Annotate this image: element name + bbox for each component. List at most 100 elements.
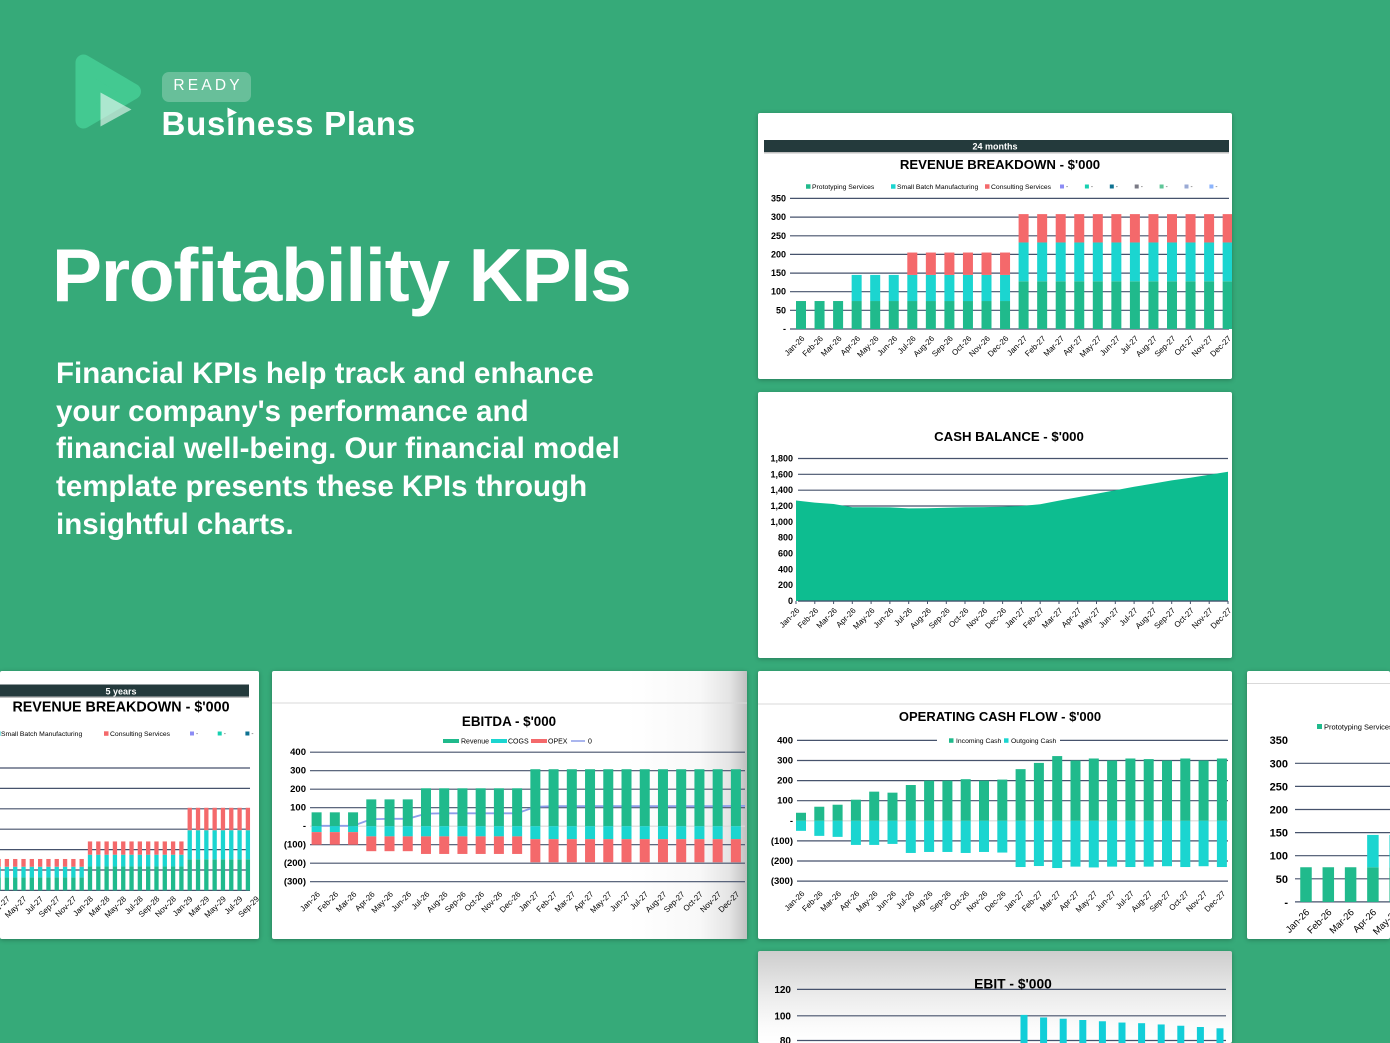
svg-text:100: 100 xyxy=(290,803,306,814)
svg-text:(200): (200) xyxy=(284,858,306,869)
svg-text:Sep-26: Sep-26 xyxy=(927,606,952,631)
svg-text:Jun-27: Jun-27 xyxy=(1097,606,1121,630)
svg-text:1,000: 1,000 xyxy=(770,517,793,527)
svg-text:-: - xyxy=(1116,184,1118,191)
svg-text:Consulting Services: Consulting Services xyxy=(110,731,171,738)
svg-text:300: 300 xyxy=(1270,758,1288,770)
svg-text:Sep-27: Sep-27 xyxy=(1148,889,1173,914)
svg-text:600: 600 xyxy=(778,549,793,559)
svg-text:-: - xyxy=(251,731,253,738)
svg-text:120: 120 xyxy=(774,985,791,996)
svg-text:Revenue: Revenue xyxy=(461,739,489,746)
svg-text:1,600: 1,600 xyxy=(770,469,793,479)
svg-text:REVENUE BREAKDOWN - $'000: REVENUE BREAKDOWN - $'000 xyxy=(900,157,1100,172)
svg-text:250: 250 xyxy=(1270,781,1288,793)
svg-text:(100): (100) xyxy=(284,840,306,851)
svg-text:400: 400 xyxy=(290,747,306,758)
svg-text:Mar-26: Mar-26 xyxy=(819,889,844,914)
svg-text:REVENUE BREAKDOWN - $'000: REVENUE BREAKDOWN - $'000 xyxy=(12,700,229,716)
svg-text:Sep-26: Sep-26 xyxy=(930,334,955,359)
svg-text:50: 50 xyxy=(1276,874,1288,886)
svg-text:400: 400 xyxy=(778,564,793,574)
svg-text:-: - xyxy=(790,816,793,827)
svg-text:150: 150 xyxy=(771,268,786,278)
svg-text:EBITDA - $'000: EBITDA - $'000 xyxy=(462,714,556,729)
svg-text:Mar-27: Mar-27 xyxy=(1040,606,1065,631)
svg-text:-: - xyxy=(224,731,226,738)
svg-text:Jun-26: Jun-26 xyxy=(874,889,898,913)
svg-text:Jun-27: Jun-27 xyxy=(1094,889,1118,913)
svg-text:Mar-27: Mar-27 xyxy=(553,889,578,914)
svg-text:Mar-26: Mar-26 xyxy=(1328,907,1357,936)
svg-text:(200): (200) xyxy=(771,856,793,867)
svg-text:Prototyping Services: Prototyping Services xyxy=(1324,723,1390,732)
svg-text:100: 100 xyxy=(774,1011,791,1022)
svg-text:(100): (100) xyxy=(771,836,793,847)
svg-text:800: 800 xyxy=(778,533,793,543)
svg-text:(300): (300) xyxy=(284,877,306,888)
svg-text:350: 350 xyxy=(771,193,786,203)
svg-text:-: - xyxy=(303,821,306,832)
svg-text:Prototyping Services: Prototyping Services xyxy=(812,184,875,191)
svg-text:250: 250 xyxy=(771,231,786,241)
svg-text:350: 350 xyxy=(1270,735,1288,747)
svg-text:Sep-27: Sep-27 xyxy=(1153,334,1178,359)
svg-text:Mar-26: Mar-26 xyxy=(815,606,840,631)
svg-text:80: 80 xyxy=(780,1036,792,1043)
svg-text:0: 0 xyxy=(588,739,592,746)
svg-text:Dec-26: Dec-26 xyxy=(983,889,1008,914)
svg-text:-: - xyxy=(1091,184,1093,191)
svg-text:-: - xyxy=(1141,184,1143,191)
svg-text:Mar-26: Mar-26 xyxy=(819,334,844,359)
svg-text:-: - xyxy=(1166,184,1168,191)
svg-text:May-27: May-27 xyxy=(1077,606,1103,632)
svg-text:OPEX: OPEX xyxy=(548,739,568,746)
svg-text:Mar-27: Mar-27 xyxy=(1042,334,1067,359)
svg-text:-: - xyxy=(783,324,786,334)
svg-text:5 years: 5 years xyxy=(105,686,136,696)
svg-text:Mar-27: Mar-27 xyxy=(1038,889,1063,914)
svg-text:Incoming Cash: Incoming Cash xyxy=(956,738,1002,745)
svg-text:Jun-27: Jun-27 xyxy=(1098,334,1122,358)
svg-text:Outgoing Cash: Outgoing Cash xyxy=(1011,738,1057,745)
svg-text:Consulting Services: Consulting Services xyxy=(991,184,1052,191)
svg-text:200: 200 xyxy=(778,580,793,590)
svg-text:300: 300 xyxy=(777,756,793,767)
svg-text:-: - xyxy=(1191,184,1193,191)
svg-text:Mar-26: Mar-26 xyxy=(334,889,359,914)
svg-text:24 months: 24 months xyxy=(972,142,1017,152)
svg-text:Dec-27: Dec-27 xyxy=(1203,889,1228,914)
svg-text:Jun-26: Jun-26 xyxy=(872,606,896,630)
svg-text:-: - xyxy=(1284,897,1288,909)
svg-text:(300): (300) xyxy=(771,876,793,887)
svg-text:Small Batch Manufacturing: Small Batch Manufacturing xyxy=(1,731,82,738)
svg-text:Sep-26: Sep-26 xyxy=(928,889,953,914)
svg-text:Jun-26: Jun-26 xyxy=(876,334,900,358)
svg-text:150: 150 xyxy=(1270,828,1288,840)
svg-text:Dec-27: Dec-27 xyxy=(1209,606,1232,631)
svg-text:Dec-26: Dec-26 xyxy=(983,606,1008,631)
svg-text:EBIT - $'000: EBIT - $'000 xyxy=(974,976,1052,991)
svg-text:100: 100 xyxy=(1270,851,1288,863)
svg-text:-: - xyxy=(196,731,198,738)
svg-text:1,200: 1,200 xyxy=(770,501,793,511)
svg-text:May-26: May-26 xyxy=(851,606,877,632)
svg-text:300: 300 xyxy=(290,766,306,777)
svg-text:OPERATING CASH FLOW - $'000: OPERATING CASH FLOW - $'000 xyxy=(899,709,1101,724)
svg-text:Dec-26: Dec-26 xyxy=(498,889,523,914)
svg-text:100: 100 xyxy=(777,796,793,807)
svg-text:200: 200 xyxy=(771,249,786,259)
svg-text:Dec-26: Dec-26 xyxy=(986,334,1011,359)
svg-text:0: 0 xyxy=(788,596,793,606)
svg-text:100: 100 xyxy=(771,287,786,297)
svg-text:-: - xyxy=(1215,184,1217,191)
svg-text:1,400: 1,400 xyxy=(770,485,793,495)
svg-text:200: 200 xyxy=(290,784,306,795)
svg-text:200: 200 xyxy=(1270,805,1288,817)
svg-text:Sep-26: Sep-26 xyxy=(443,889,468,914)
svg-text:Jun-26: Jun-26 xyxy=(390,889,414,913)
svg-text:400: 400 xyxy=(777,735,793,746)
svg-text:1,800: 1,800 xyxy=(770,454,793,464)
svg-text:CASH BALANCE - $'000: CASH BALANCE - $'000 xyxy=(934,429,1084,444)
svg-text:-: - xyxy=(1066,184,1068,191)
